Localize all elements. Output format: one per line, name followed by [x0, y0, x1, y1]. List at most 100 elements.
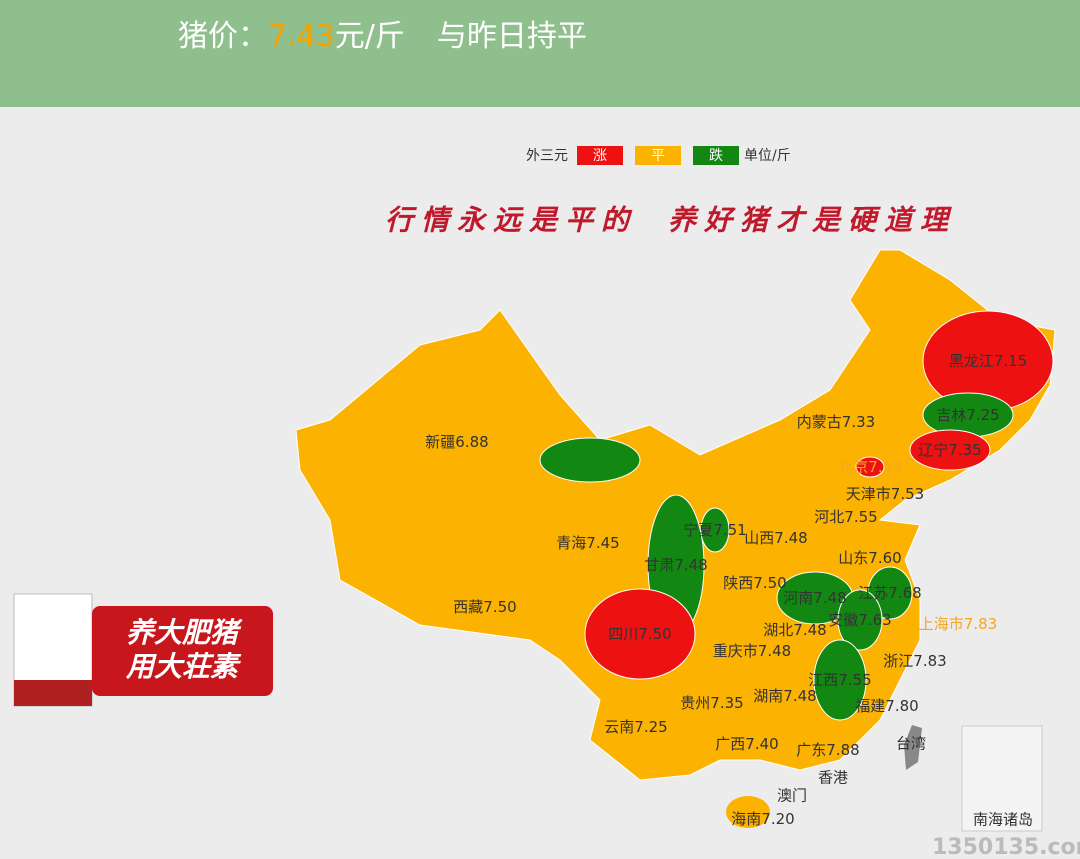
province-label: 安徽7.63: [828, 611, 891, 629]
ad-line: 用大荘素: [125, 650, 242, 683]
province-label: 黑龙江7.15: [949, 352, 1027, 370]
slogan-left: 行情永远是平的: [385, 204, 637, 237]
province-price: 7.48: [813, 589, 846, 607]
province-price: 7.55: [838, 671, 871, 689]
province-label: 江西7.55: [808, 671, 871, 689]
legend-label: 跌: [709, 148, 723, 164]
province-name: 甘肃: [644, 556, 674, 574]
province-label: 河南7.48: [783, 589, 846, 607]
province-price: 7.68: [888, 584, 921, 602]
province-name: 广西: [715, 735, 745, 753]
province-label: 山西7.48: [744, 529, 807, 547]
legend-swatch: [693, 146, 739, 165]
province-region: [700, 507, 730, 553]
province-name: 江西: [808, 671, 838, 689]
province-price: 7.53: [868, 458, 901, 476]
province-name: 贵州: [680, 694, 710, 712]
province-region: [813, 639, 867, 721]
province-name: 宁夏: [683, 521, 713, 539]
province-label: 吉林7.25: [936, 406, 999, 424]
slogan-right: 养好猪才是硬道理: [668, 204, 956, 237]
province-name: 浙江: [883, 652, 913, 670]
province-name: 四川: [608, 625, 638, 643]
hainan-island: [726, 796, 770, 828]
province-name: 重庆市: [713, 642, 758, 660]
province-name: 湖南: [753, 687, 783, 705]
province-price: 7.50: [483, 598, 516, 616]
province-name: 山西: [744, 529, 774, 547]
province-label: 四川7.50: [608, 625, 671, 643]
province-price: 7.35: [710, 694, 743, 712]
province-name: 西藏: [453, 598, 483, 616]
province-price: 7.40: [745, 735, 778, 753]
province-region: [837, 589, 883, 651]
province-label: 海南7.20: [731, 810, 794, 828]
province-name: 内蒙古: [797, 413, 842, 431]
province-price: 7.45: [586, 534, 619, 552]
province-price: 7.88: [826, 741, 859, 759]
province-label: 内蒙古7.33: [797, 413, 875, 431]
province-price: 7.20: [761, 810, 794, 828]
province-label: 广东7.88: [796, 741, 859, 759]
province-name: 云南: [604, 718, 634, 736]
province-label: 西藏7.50: [453, 598, 516, 616]
header-price: 7.43: [268, 19, 335, 54]
province-price: 7.35: [948, 441, 981, 459]
province-price: 7.48: [674, 556, 707, 574]
province-region: [539, 437, 641, 483]
province-label: 天津市7.53: [846, 485, 924, 503]
province-label: 辽宁7.35: [918, 441, 981, 459]
province-price: 7.48: [774, 529, 807, 547]
province-label: 江苏7.68: [858, 584, 921, 602]
province-name: 陕西: [723, 574, 753, 592]
province-price: 7.80: [885, 697, 918, 715]
legend-label: 涨: [593, 148, 607, 164]
header: 猪价：7.43元/斤 与昨日持平: [178, 19, 587, 54]
province-price: 7.83: [964, 615, 997, 633]
province-label: 福建7.80: [855, 697, 918, 715]
header-change: 与昨日持平: [437, 19, 587, 54]
place-label: 台湾: [896, 735, 926, 753]
province-price: 7.48: [793, 621, 826, 639]
province-label: 宁夏7.51: [683, 521, 746, 539]
province-name: 广东: [796, 741, 826, 759]
watermark: 1350135.com: [932, 835, 1080, 859]
province-price: 7.48: [758, 642, 791, 660]
taiwan-island: [904, 725, 922, 770]
province-name: 江苏: [858, 584, 888, 602]
province-name: 青海: [556, 534, 586, 552]
province-name: 天津市: [846, 485, 891, 503]
province-label: 青海7.45: [556, 534, 619, 552]
ad-product-band: [14, 680, 92, 706]
province-name: 上海市: [919, 615, 964, 633]
legend-breed: 外三元: [526, 148, 568, 164]
province-label: 贵州7.35: [680, 694, 743, 712]
province-price: 7.50: [753, 574, 786, 592]
ad-line: 养大肥猪: [126, 616, 243, 649]
province-label: 上海市7.83: [919, 615, 997, 633]
province-label: 河北7.55: [814, 508, 877, 526]
province-name: 河北: [814, 508, 844, 526]
legend-unit: 单位/斤: [744, 148, 791, 164]
province-price: 7.48: [783, 687, 816, 705]
province-price: 7.55: [844, 508, 877, 526]
province-name: 河南: [783, 589, 813, 607]
header-unit: 元/斤: [335, 19, 405, 54]
province-label: 陕西7.50: [723, 574, 786, 592]
province-name: 湖北: [763, 621, 793, 639]
province-price: 6.88: [455, 433, 488, 451]
province-label: 湖南7.48: [753, 687, 816, 705]
province-region: [584, 588, 696, 680]
province-price: 7.53: [891, 485, 924, 503]
province-name: 新疆: [425, 433, 455, 451]
legend-swatch: [577, 146, 623, 165]
province-label: 云南7.25: [604, 718, 667, 736]
province-label: 新疆6.88: [425, 433, 488, 451]
ad-banner: [92, 606, 273, 696]
place-label: 南海诸岛: [973, 811, 1033, 829]
header-label: 猪价：: [178, 19, 268, 54]
province-price: 7.63: [858, 611, 891, 629]
province-label: 北京7.53: [838, 458, 901, 476]
